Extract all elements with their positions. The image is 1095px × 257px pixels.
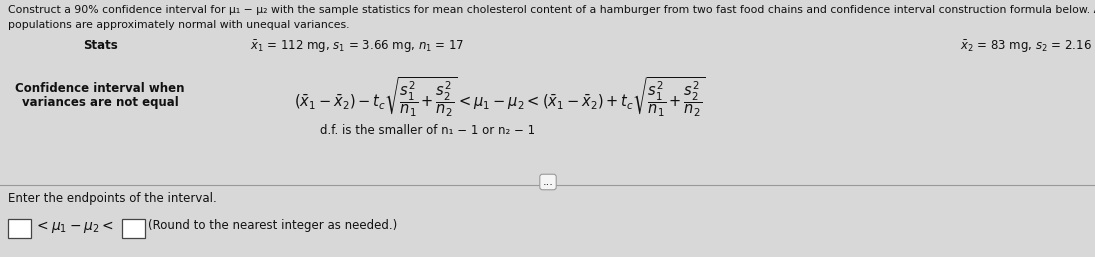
Text: Confidence interval when: Confidence interval when: [15, 82, 185, 95]
Text: populations are approximately normal with unequal variances.: populations are approximately normal wit…: [8, 20, 349, 30]
Text: variances are not equal: variances are not equal: [22, 96, 178, 109]
Text: $<\mu_1-\mu_2<$: $<\mu_1-\mu_2<$: [34, 219, 114, 235]
Text: Construct a 90% confidence interval for μ₁ − μ₂ with the sample statistics for m: Construct a 90% confidence interval for …: [8, 5, 1095, 15]
Text: Enter the endpoints of the interval.: Enter the endpoints of the interval.: [8, 192, 217, 205]
Text: $\left(\bar{x}_1-\bar{x}_2\right)-t_c\sqrt{\dfrac{s_1^2}{n_1}+\dfrac{s_2^2}{n_2}: $\left(\bar{x}_1-\bar{x}_2\right)-t_c\sq…: [295, 75, 706, 119]
Text: d.f. is the smaller of n₁ − 1 or n₂ − 1: d.f. is the smaller of n₁ − 1 or n₂ − 1: [320, 124, 535, 137]
Text: ...: ...: [542, 177, 553, 187]
Text: (Round to the nearest integer as needed.): (Round to the nearest integer as needed.…: [148, 219, 397, 232]
Text: $\bar{x}_2$ = 83 mg, $s_2$ = 2.16 mg, $n_2$ = 7: $\bar{x}_2$ = 83 mg, $s_2$ = 2.16 mg, $n…: [960, 39, 1095, 56]
Text: $\bar{x}_1$ = 112 mg, $s_1$ = 3.66 mg, $n_1$ = 17: $\bar{x}_1$ = 112 mg, $s_1$ = 3.66 mg, $…: [250, 39, 464, 56]
FancyBboxPatch shape: [8, 218, 31, 237]
FancyBboxPatch shape: [122, 218, 145, 237]
Text: Stats: Stats: [82, 39, 117, 52]
